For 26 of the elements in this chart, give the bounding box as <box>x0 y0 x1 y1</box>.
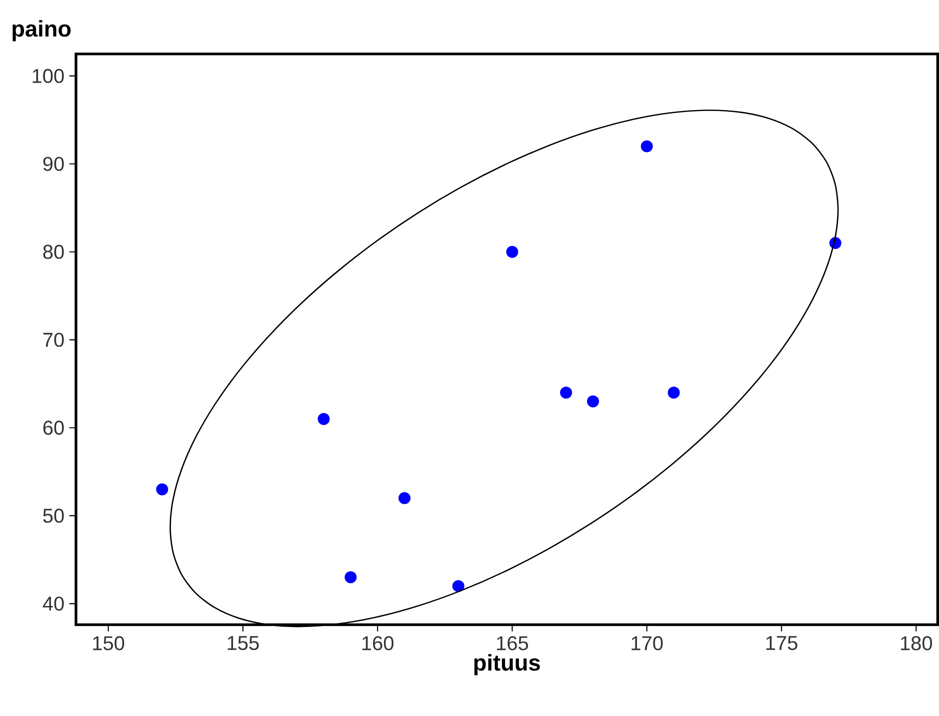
x-axis-title: pituus <box>474 654 540 676</box>
x-tick-label: 165 <box>497 636 528 650</box>
y-tick-label: 90 <box>43 156 64 172</box>
x-tick-label: 150 <box>93 636 124 650</box>
x-tick-label: 170 <box>632 636 663 650</box>
x-tick-label: 180 <box>900 636 932 650</box>
point <box>586 395 599 408</box>
point <box>560 386 572 399</box>
y-tick-label: 40 <box>42 596 64 611</box>
point <box>506 246 518 258</box>
y-tick-label: 60 <box>43 420 64 435</box>
point <box>668 386 680 399</box>
y-axis-title: paino <box>12 20 71 42</box>
point <box>398 492 410 504</box>
x-tick-label: 160 <box>362 636 394 650</box>
x-tick-label: 175 <box>766 636 798 650</box>
point <box>156 483 168 496</box>
x-tick-label: 155 <box>228 636 259 650</box>
y-tick-label: 80 <box>43 244 64 260</box>
point <box>344 571 357 584</box>
point <box>318 413 330 426</box>
y-tick-label: 70 <box>43 332 64 347</box>
point <box>640 140 653 152</box>
y-tick-label: 100 <box>32 68 64 84</box>
y-tick-label: 50 <box>43 508 64 523</box>
point <box>452 580 464 592</box>
